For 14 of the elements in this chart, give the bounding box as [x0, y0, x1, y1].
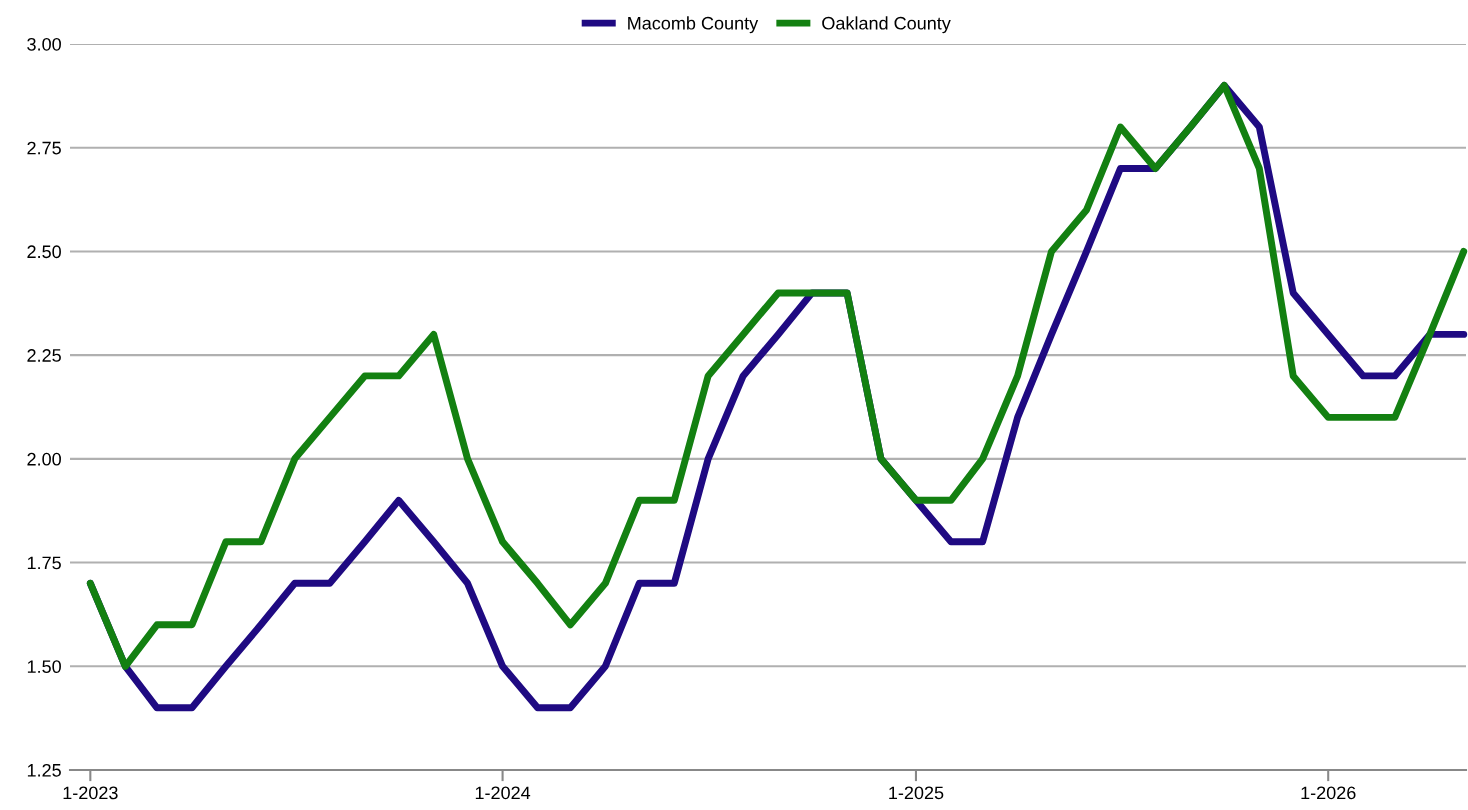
y-tick-label: 2.25 — [27, 349, 61, 362]
y-tick-label: 3.00 — [27, 37, 61, 51]
y-tick-label: 2.50 — [27, 245, 61, 259]
x-tick-label: 1-2026 — [1301, 786, 1356, 800]
y-tick-label: 1.50 — [27, 660, 61, 674]
y-tick-label: 2.75 — [27, 141, 61, 155]
x-tick-label: 1-2025 — [889, 786, 944, 800]
y-tick-label: 1.75 — [27, 556, 61, 570]
y-tick-label: 2.00 — [27, 452, 61, 466]
x-tick-label: 1-2024 — [475, 786, 531, 800]
x-tick-label: 1-2023 — [63, 786, 118, 800]
legend-label: Oakland County — [822, 16, 951, 34]
legend-label: Macomb County — [628, 16, 759, 34]
y-tick-label: 1.25 — [27, 763, 61, 777]
